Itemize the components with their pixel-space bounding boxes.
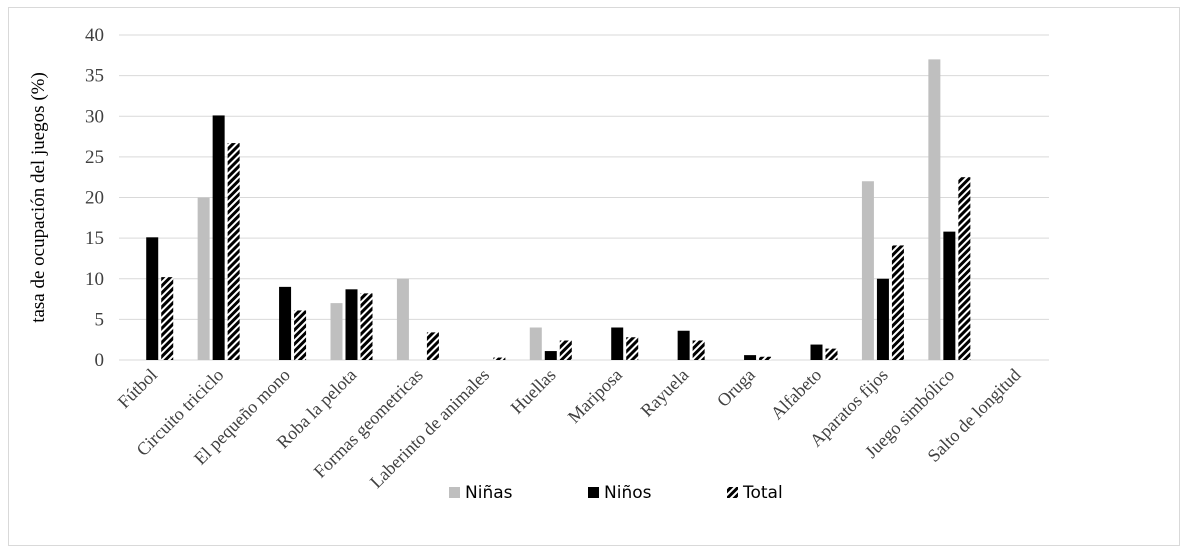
legend: Niñas Niños Total <box>449 483 783 503</box>
bar-total-9 <box>759 356 772 360</box>
bar-ni-os-3 <box>345 289 358 360</box>
legend-label: Total <box>742 483 783 503</box>
y-tick-label: 25 <box>85 147 104 168</box>
bar-ni-as-4 <box>396 278 409 360</box>
bar-ni-os-1 <box>212 115 225 360</box>
x-tick-label: Fútbol <box>114 365 161 412</box>
bar-ni-os-12 <box>943 231 956 360</box>
bar-total-1 <box>227 143 240 360</box>
x-tick-label: Alfabeto <box>767 365 826 424</box>
bar-ni-as-1 <box>197 197 210 360</box>
bar-total-10 <box>825 348 838 360</box>
y-tick-label: 5 <box>95 309 105 330</box>
bar-ni-as-3 <box>330 303 343 360</box>
bar-ni-as-11 <box>861 181 874 360</box>
bar-ni-os-9 <box>744 355 757 360</box>
bar-ni-os-2 <box>279 286 292 360</box>
gridlines <box>119 34 1049 361</box>
bars <box>146 59 971 360</box>
bar-ni-os-10 <box>810 344 823 360</box>
y-axis-title: tasa de ocupación del juegos (%) <box>28 72 49 323</box>
y-tick-label: 40 <box>85 25 104 46</box>
bar-total-12 <box>958 177 971 360</box>
legend-label: Niñas <box>465 483 513 503</box>
bar-total-3 <box>360 293 373 360</box>
bar-ni-os-7 <box>611 327 624 360</box>
bar-total-11 <box>891 245 904 360</box>
x-tick-label: Laberinto de animales <box>366 365 493 492</box>
bar-ni-os-8 <box>677 330 690 360</box>
bar-total-8 <box>692 340 705 360</box>
y-tick-label: 15 <box>85 228 104 249</box>
bar-ni-os-11 <box>876 278 889 360</box>
bar-ni-as-6 <box>529 327 542 360</box>
bar-ni-as-12 <box>928 59 941 360</box>
bar-total-0 <box>161 277 174 360</box>
bar-total-7 <box>626 337 639 360</box>
y-tick-label: 20 <box>85 188 104 209</box>
x-tick-label: Oruga <box>713 365 759 411</box>
x-tick-label: Mariposa <box>564 365 626 427</box>
chart-frame <box>8 7 1180 546</box>
bar-total-2 <box>294 310 307 360</box>
y-tick-label: 30 <box>85 106 104 127</box>
bar-ni-os-0 <box>146 237 159 360</box>
y-tick-label: 0 <box>95 350 105 371</box>
bar-total-6 <box>559 340 572 360</box>
bar-ni-os-6 <box>544 351 557 360</box>
x-tick-label: Rayuela <box>637 365 693 421</box>
legend-swatch-ni-as <box>449 487 460 498</box>
y-tick-label: 35 <box>85 66 104 87</box>
legend-label: Niños <box>604 483 652 503</box>
bar-total-5 <box>493 357 506 360</box>
y-tick-label: 10 <box>85 269 104 290</box>
x-tick-label: Huellas <box>507 365 560 418</box>
bar-total-4 <box>426 332 439 360</box>
legend-swatch-total <box>727 487 738 498</box>
legend-swatch-ni-os <box>588 487 599 498</box>
